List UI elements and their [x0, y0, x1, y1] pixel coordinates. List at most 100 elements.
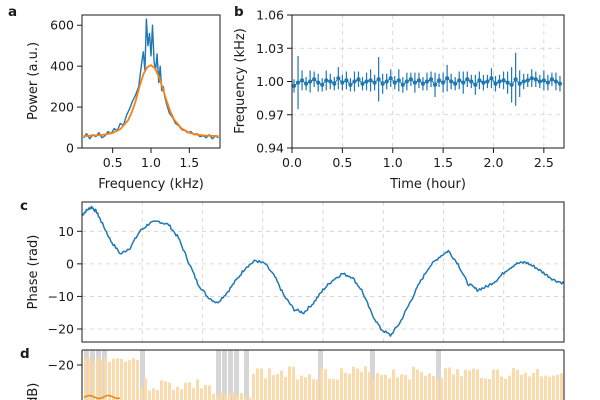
panel-b-point: [416, 78, 422, 83]
panel-b-point: [517, 81, 522, 86]
panel-d-bar: [496, 369, 499, 400]
panel-d-grey-band: [234, 350, 239, 400]
panel-b-frame: [291, 14, 565, 149]
panel-b-point: [481, 80, 486, 85]
panel-b-point: [441, 80, 446, 85]
panel-d-bar: [164, 381, 167, 400]
panel-d-bar: [268, 368, 271, 400]
panel-d-bar: [112, 358, 115, 400]
panel-d-bar: [324, 369, 327, 400]
panel-d-grey-band: [222, 350, 227, 400]
panel-d-bar: [288, 366, 291, 400]
panel-b-point: [308, 79, 313, 84]
panel-b-point: [344, 78, 349, 83]
panel-d-bar: [516, 369, 519, 400]
panel-b-point: [316, 80, 321, 85]
panel-b-point: [384, 79, 389, 84]
panel-d-bar: [212, 393, 215, 400]
panel-d-bar: [240, 393, 243, 400]
panel-a-xtick-label: 1.0: [141, 155, 161, 170]
panel-d-bar: [532, 372, 535, 400]
panel-d-bar: [420, 372, 423, 400]
panel-d-bar: [428, 373, 431, 400]
panel-d-bar: [152, 388, 155, 400]
panel-d-bar: [404, 374, 407, 400]
panel-b-point: [493, 81, 498, 86]
panel-d-bar: [108, 361, 111, 400]
panel-a-series: [82, 18, 219, 140]
panel-d-bar: [104, 357, 107, 400]
panel-b-point: [453, 81, 458, 86]
panel-d-bar: [472, 368, 475, 400]
panel-b-point: [432, 82, 438, 87]
panel-b: 0.0 0.5 1.0 1.5 2.0 2.5 0.94 0.97 1.00 1.03 1.06 T…: [233, 8, 565, 192]
panel-a-series-measured: [82, 18, 219, 140]
panel-b-point: [396, 78, 401, 83]
panel-d-bar: [148, 390, 151, 400]
panel-b-point: [473, 82, 478, 87]
panel-b-point: [485, 79, 490, 84]
panel-d-bar: [364, 366, 367, 400]
panel-a-ticks: 0.5 1.0 1.5 0 200 400 600: [50, 18, 199, 170]
panel-label-c: c: [20, 198, 28, 214]
panel-c-frame: [81, 201, 565, 343]
panel-d-bar: [424, 375, 427, 400]
panel-d-bar: [248, 397, 251, 400]
panel-d-bar: [200, 388, 203, 400]
panel-d-bar: [508, 375, 511, 400]
panel-b-point: [465, 77, 470, 82]
panel-a-ytick-label: 600: [50, 18, 74, 33]
panel-d-bar: [464, 369, 467, 400]
panel-a-xtick-label: 0.5: [103, 155, 123, 170]
panel-d-bar: [84, 357, 87, 400]
panel-d-bar: [316, 379, 319, 400]
panel-d-bar: [196, 379, 199, 400]
panel-d-bar: [416, 369, 419, 400]
panel-b-point: [420, 81, 426, 86]
panel-b-xtick-label: 1.5: [433, 155, 453, 170]
panel-b-point: [292, 83, 297, 89]
panel-a-ytick-label: 200: [50, 100, 74, 115]
panel-b-point: [477, 78, 482, 83]
panel-d-bar: [296, 379, 299, 400]
panel-b-point: [521, 79, 526, 84]
panel-d-bar: [168, 382, 171, 400]
panel-d-bar: [124, 361, 127, 400]
panel-d-bar: [436, 378, 439, 400]
panel-b-point: [348, 82, 353, 87]
panel-d-bar: [144, 378, 147, 400]
panel-b-point: [312, 77, 317, 82]
panel-b-point: [549, 77, 555, 82]
panel-d-bar: [536, 369, 539, 400]
panel-c-ytick-label: −20: [48, 321, 74, 336]
panel-b-point: [380, 81, 385, 86]
panel-d-bar: [356, 368, 359, 400]
panel-b-point: [340, 80, 345, 85]
panel-a-ytick-label: 400: [50, 59, 74, 74]
panel-b-point: [533, 77, 538, 82]
panel-d-bar: [544, 375, 547, 400]
panel-b-ytick-label: 1.00: [256, 74, 284, 89]
panel-b-point: [489, 76, 494, 81]
panel-b-point: [356, 77, 361, 82]
panel-b-point: [529, 76, 534, 81]
panel-d-bar: [160, 380, 163, 400]
panel-b-ylabel: Frequency (kHz): [233, 28, 248, 134]
panel-d-grey-band: [244, 350, 249, 400]
panel-b-point: [336, 76, 341, 81]
panel-b-point: [324, 78, 329, 83]
panel-b-point: [332, 81, 337, 86]
panel-label-b: b: [234, 4, 244, 20]
panel-d-bar: [88, 357, 91, 400]
panel-d-bar: [120, 358, 123, 400]
panel-b-point: [525, 78, 530, 83]
panel-b-xlabel: Time (hour): [389, 177, 466, 192]
panel-d-bar: [432, 375, 435, 400]
panel-d-bar: [188, 382, 191, 400]
panel-c-series-line: [82, 205, 564, 337]
panel-d-bar: [304, 377, 307, 400]
panel-d-bar: [180, 389, 183, 400]
panel-b-point: [372, 80, 377, 85]
panel-b-point: [295, 80, 301, 85]
panel-b-point: [412, 80, 418, 85]
